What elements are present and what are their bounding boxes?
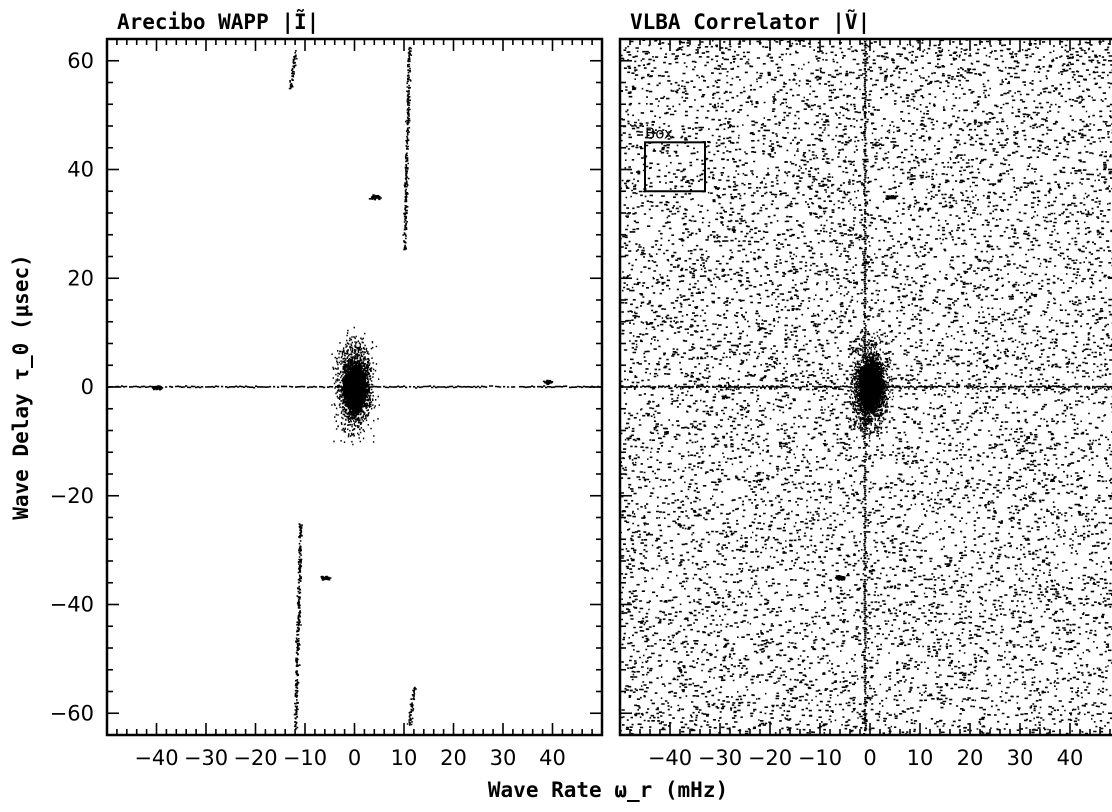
y-axis-tick-labels: 60 40 20 0 −20 −40 −60 [50,49,94,726]
vlba-x-tick-label: 30 [1007,746,1034,770]
arecibo-x-tick-label: −40 [134,746,178,770]
vlba-x-tick-label: −20 [748,746,792,770]
y-tick-label: 0 [81,375,94,399]
vlba-x-tick-label: 0 [863,746,876,770]
arecibo-x-tick-label: 40 [539,746,566,770]
x-axis-title: Wave Rate ω_r (mHz) [488,778,728,802]
vlba-x-tick-label: 20 [957,746,984,770]
vlba-x-tick-label: −30 [698,746,742,770]
vlba-panel-title: VLBA Correlator |Ṽ| [630,9,870,35]
arecibo-x-tick-label: −30 [184,746,228,770]
vlba-x-tick-label: −40 [648,746,692,770]
y-axis-title: Wave Delay τ_0 (μsec) [9,254,33,520]
arecibo-x-tick-label: 20 [440,746,467,770]
arecibo-tick-marks [106,38,603,736]
arecibo-x-tick-label: −20 [233,746,277,770]
vlba-x-tick-labels: −40 −30 −20 −10 0 10 20 30 40 [648,746,1084,770]
arecibo-x-tick-label: −10 [283,746,327,770]
arecibo-x-tick-label: 10 [391,746,418,770]
arecibo-x-tick-label: 30 [490,746,517,770]
vlba-tick-marks [619,38,1112,736]
arecibo-x-tick-label: 0 [348,746,361,770]
vlba-x-tick-label: 10 [907,746,934,770]
arecibo-intensity-map [107,46,602,731]
arecibo-panel: Arecibo WAPP |Ĩ| [105,9,604,737]
y-tick-label: −40 [50,593,94,617]
y-tick-label: −60 [50,701,94,725]
vlba-panel: Box VLBA Correlator |Ṽ| [618,9,1112,737]
vlba-box-region [644,141,706,193]
y-tick-label: 20 [67,266,94,290]
vlba-box-label: Box [645,124,673,142]
vlba-x-tick-label: 40 [1057,746,1084,770]
y-tick-label: 60 [67,49,94,73]
vlba-x-tick-label: −10 [798,746,842,770]
y-tick-label: 40 [67,158,94,182]
arecibo-x-tick-labels: −40 −30 −20 −10 0 10 20 30 40 [134,746,566,770]
vlba-intensity-map [620,39,1112,735]
y-tick-label: −20 [50,484,94,508]
arecibo-panel-title: Arecibo WAPP |Ĩ| [117,9,319,35]
